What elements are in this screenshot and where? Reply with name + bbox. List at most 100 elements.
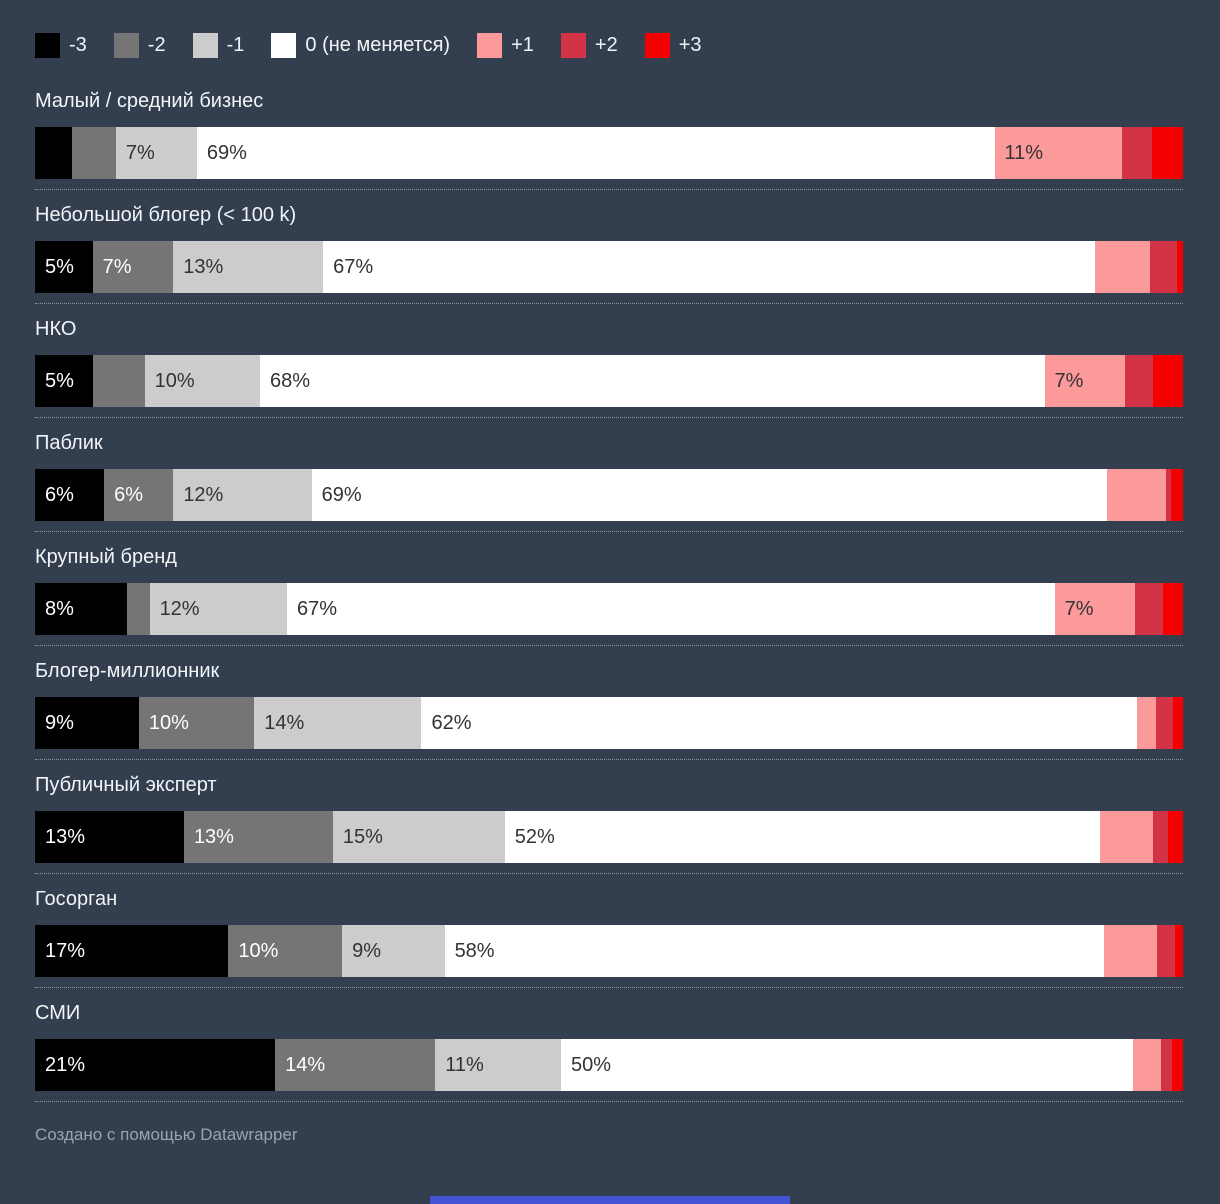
row-category-label: Публичный эксперт — [35, 774, 217, 796]
bar-segment-+3[interactable] — [1177, 241, 1183, 293]
segment-value-label: 13% — [193, 825, 234, 848]
bar-segment--2[interactable]: 10% — [138, 697, 255, 749]
segment-value-label: 6% — [45, 483, 74, 506]
bar-segment-+3[interactable] — [1152, 355, 1183, 407]
segment-value-label: 13% — [45, 825, 86, 848]
legend-item-+3: +3 — [644, 33, 702, 58]
bar-segment--2[interactable] — [71, 127, 116, 179]
bar-segment-+2[interactable] — [1156, 925, 1175, 977]
bar-segment--3[interactable] — [35, 127, 72, 179]
chart-row: НКО 5% 10% 68% 7% — [35, 304, 1183, 418]
legend-swatch — [113, 33, 139, 58]
bar-segment--3[interactable]: 5% — [35, 241, 93, 293]
bar-segment-+1[interactable] — [1136, 697, 1157, 749]
bar-segment--1[interactable]: 9% — [342, 925, 445, 977]
legend-item-+1: +1 — [477, 33, 534, 58]
bar-segment--3[interactable]: 13% — [35, 811, 184, 863]
bar-segment-+2[interactable] — [1153, 811, 1169, 863]
bar-segment--3[interactable]: 6% — [35, 469, 105, 521]
bar-segment-+3[interactable] — [1172, 697, 1183, 749]
bar-segment--3[interactable]: 21% — [35, 1039, 276, 1091]
bar-segment-+2[interactable] — [1121, 127, 1152, 179]
segment-value-label: 67% — [333, 255, 374, 278]
legend-item--3: -3 — [35, 33, 87, 58]
bar-segment--3[interactable]: 17% — [35, 925, 229, 977]
legend-swatch — [477, 33, 503, 58]
bar-segment-+1[interactable] — [1100, 811, 1154, 863]
segment-value-label: 52% — [514, 825, 555, 848]
segment-value-label: 62% — [431, 711, 472, 734]
bar-segment-+1[interactable] — [1095, 241, 1150, 293]
chart-row: СМИ 21% 14% 11% 50% — [35, 988, 1183, 1102]
bar-segment-+1[interactable]: 11% — [994, 127, 1122, 179]
legend-item--1: -1 — [192, 33, 244, 58]
segment-value-label: 8% — [45, 597, 74, 620]
bar-segment-+3[interactable] — [1163, 583, 1183, 635]
segment-value-label: 7% — [1054, 369, 1084, 392]
bar-segment--2[interactable] — [92, 355, 145, 407]
stacked-bar: 5% 10% 68% 7% — [35, 355, 1183, 407]
bar-segment--3[interactable]: 5% — [35, 355, 93, 407]
bar-segment--1[interactable]: 7% — [115, 127, 197, 179]
legend-label: 0 (не меняется) — [305, 34, 451, 56]
bar-segment-+1[interactable] — [1104, 925, 1157, 977]
segment-value-label: 5% — [45, 255, 74, 278]
bar-segment-0[interactable]: 52% — [504, 811, 1101, 863]
bar-segment-0[interactable]: 58% — [444, 925, 1105, 977]
stacked-bar: 6% 6% 12% 69% — [35, 469, 1183, 521]
legend-item-+2: +2 — [560, 33, 618, 58]
bar-segment-+1[interactable] — [1106, 469, 1166, 521]
bar-segment-+3[interactable] — [1171, 469, 1183, 521]
bar-segment--1[interactable]: 13% — [173, 241, 324, 293]
segment-value-label: 13% — [183, 255, 224, 278]
bar-segment--2[interactable]: 10% — [228, 925, 343, 977]
stacked-bar: 21% 14% 11% 50% — [35, 1039, 1183, 1091]
bar-segment-0[interactable]: 67% — [287, 583, 1055, 635]
bar-segment--2[interactable]: 14% — [275, 1039, 436, 1091]
bar-segment-+3[interactable] — [1151, 127, 1183, 179]
bar-segment-+3[interactable] — [1171, 1039, 1183, 1091]
bar-segment--1[interactable]: 14% — [254, 697, 422, 749]
bar-segment-+2[interactable] — [1134, 583, 1164, 635]
legend-label: -3 — [69, 34, 87, 56]
bar-segment--2[interactable] — [126, 583, 150, 635]
bar-segment-0[interactable]: 69% — [196, 127, 995, 179]
chart-row: Публичный эксперт 13% 13% 15% 52% — [35, 760, 1183, 874]
bar-segment--3[interactable]: 9% — [35, 697, 139, 749]
bar-segment-+1[interactable]: 7% — [1054, 583, 1135, 635]
bar-segment-0[interactable]: 67% — [323, 241, 1096, 293]
bar-segment-0[interactable]: 68% — [259, 355, 1045, 407]
row-category-label: Блогер-миллионник — [35, 660, 220, 682]
bar-segment-+1[interactable]: 7% — [1044, 355, 1126, 407]
segment-value-label: 9% — [352, 939, 382, 962]
segment-value-label: 11% — [445, 1053, 484, 1076]
bar-segment-+3[interactable] — [1174, 925, 1183, 977]
bar-segment--2[interactable]: 6% — [104, 469, 174, 521]
bar-segment--1[interactable]: 10% — [144, 355, 260, 407]
bar-segment-+1[interactable] — [1132, 1039, 1162, 1091]
bar-segment-0[interactable]: 62% — [421, 697, 1137, 749]
bar-segment-+2[interactable] — [1125, 355, 1153, 407]
bar-segment-+2[interactable] — [1161, 1039, 1172, 1091]
bar-segment-0[interactable]: 69% — [311, 469, 1107, 521]
legend-label: +1 — [511, 34, 534, 56]
bar-segment--1[interactable]: 15% — [332, 811, 505, 863]
legend-swatch — [644, 33, 670, 58]
segment-value-label: 15% — [342, 825, 383, 848]
bar-segment--2[interactable]: 7% — [92, 241, 174, 293]
segment-value-label: 10% — [238, 939, 279, 962]
segment-value-label: 12% — [159, 597, 200, 620]
bar-segment--2[interactable]: 13% — [183, 811, 333, 863]
bar-segment--3[interactable]: 8% — [35, 583, 127, 635]
datawrapper-credit-link[interactable]: Создано с помощью Datawrapper — [35, 1125, 298, 1144]
bar-segment-+3[interactable] — [1168, 811, 1183, 863]
segment-value-label: 12% — [183, 483, 224, 506]
bar-segment--1[interactable]: 12% — [149, 583, 288, 635]
bar-segment--1[interactable]: 11% — [435, 1039, 561, 1091]
bar-segment-0[interactable]: 50% — [560, 1039, 1133, 1091]
bar-segment-+2[interactable] — [1156, 697, 1173, 749]
bar-segment-+2[interactable] — [1149, 241, 1178, 293]
chart-row: Блогер-миллионник 9% 10% 14% 62% — [35, 646, 1183, 760]
bar-segment-+2[interactable] — [1165, 469, 1172, 521]
bar-segment--1[interactable]: 12% — [173, 469, 312, 521]
